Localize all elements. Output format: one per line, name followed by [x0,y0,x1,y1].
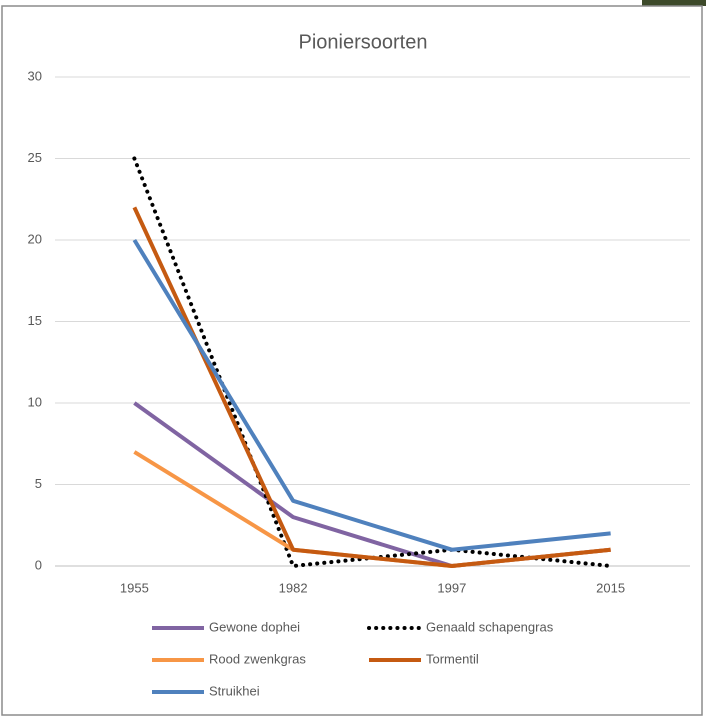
legend-label: Rood zwenkgras [209,651,306,666]
x-tick-label: 1982 [279,580,308,595]
legend-label: Struikhei [209,683,260,698]
series-line [132,238,611,552]
chart-border [1,5,703,716]
y-tick-label: 25 [28,150,42,165]
series-line [132,206,611,568]
y-tick-label: 5 [35,476,42,491]
y-tick-label: 20 [28,231,42,246]
y-tick-label: 10 [28,394,42,409]
legend-label: Genaald schapengras [426,619,554,634]
y-tick-label: 0 [35,557,42,572]
chart-title: Pioniersoorten [299,31,428,53]
x-tick-label: 2015 [596,580,625,595]
y-tick-label: 30 [28,68,42,83]
x-tick-label: 1955 [120,580,149,595]
x-tick-label: 1997 [437,580,466,595]
y-tick-label: 15 [28,313,42,328]
legend-label: Gewone dophei [209,619,300,634]
legend-label: Tormentil [426,651,479,666]
photo-edge [642,0,706,6]
